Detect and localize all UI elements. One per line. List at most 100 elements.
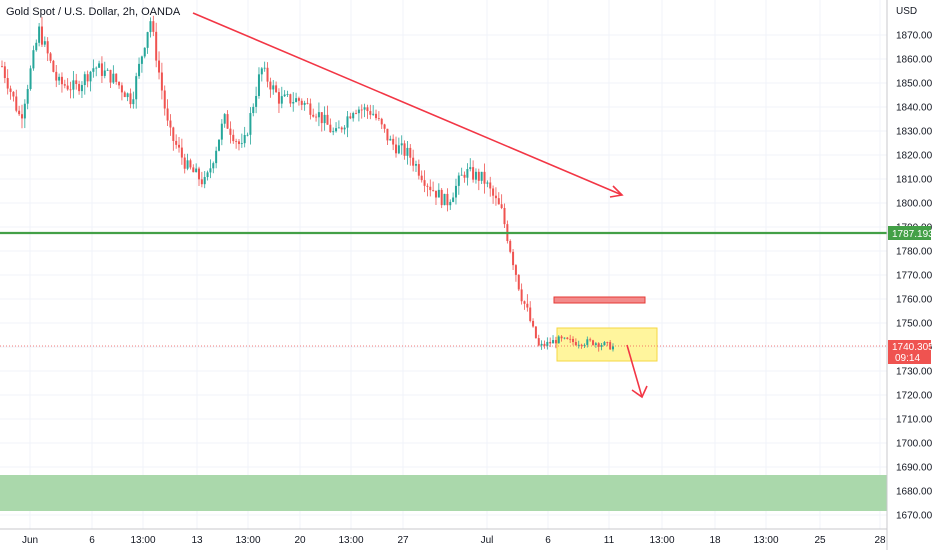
- time-tick-label: 13:00: [649, 535, 674, 546]
- candle-body: [112, 74, 114, 83]
- candle-body: [189, 160, 191, 167]
- candle-body: [395, 145, 397, 154]
- descending-trendline[interactable]: [193, 13, 622, 195]
- price-axis: 1870.0001860.0001850.0001840.0001830.000…: [896, 31, 932, 522]
- demand-zone[interactable]: [0, 475, 887, 511]
- candle-body: [78, 84, 80, 91]
- candle-body: [575, 342, 577, 345]
- candle-body: [386, 129, 388, 141]
- candle-body: [132, 99, 134, 104]
- candle-body: [452, 197, 454, 201]
- candle-body: [429, 187, 431, 190]
- candle-body: [461, 175, 463, 176]
- candle-body: [138, 64, 140, 76]
- candle-body: [321, 112, 323, 123]
- candle-body: [449, 202, 451, 205]
- candle-body: [144, 48, 146, 57]
- countdown-label: 09:14: [895, 353, 920, 364]
- candle-body: [21, 114, 23, 118]
- candle-body: [269, 82, 271, 90]
- candle-body: [18, 111, 20, 114]
- price-tick-label: 1680.000: [896, 487, 932, 498]
- candle-body: [412, 158, 414, 166]
- time-tick-label: Jun: [22, 535, 38, 546]
- candle-body: [446, 194, 448, 205]
- candle-body: [261, 68, 263, 74]
- candle-body: [44, 41, 46, 44]
- price-tick-label: 1820.000: [896, 151, 932, 162]
- candle-body: [589, 339, 591, 340]
- price-tick-label: 1840.000: [896, 103, 932, 114]
- candle-body: [52, 61, 54, 72]
- candle-body: [258, 74, 260, 96]
- candle-body: [578, 345, 580, 346]
- candle-body: [158, 61, 160, 73]
- time-tick-label: 11: [604, 535, 615, 546]
- time-tick-label: 13:00: [338, 535, 363, 546]
- candle-body: [552, 340, 554, 343]
- candle-body: [592, 340, 594, 345]
- candle-body: [406, 148, 408, 156]
- candle-body: [252, 107, 254, 113]
- candle-body: [603, 342, 605, 345]
- candle-body: [30, 68, 32, 89]
- support-price-label: 1787.193: [892, 229, 932, 240]
- candle-body: [301, 101, 303, 105]
- candle-body: [264, 68, 266, 69]
- candle-body: [169, 121, 171, 128]
- candle-body: [41, 27, 43, 45]
- candle-body: [244, 135, 246, 143]
- candle-body: [64, 84, 66, 85]
- candle-body: [438, 190, 440, 198]
- price-tick-label: 1700.000: [896, 439, 932, 450]
- candle-body: [155, 32, 157, 61]
- time-axis: Jun 6 13:00 13 13:00 20 13:00 27 Jul 6 11 13:00 18 13…: [22, 535, 886, 546]
- candle-body: [247, 135, 249, 136]
- candle-body: [278, 92, 280, 104]
- candle-body: [332, 131, 334, 132]
- candle-body: [284, 95, 286, 97]
- time-tick-label: 13: [191, 535, 203, 546]
- last-price-tag: 1740.305 09:14: [888, 340, 932, 364]
- candle-body: [424, 180, 426, 186]
- candle-body: [298, 98, 300, 101]
- candle-body: [12, 92, 14, 97]
- candlestick-series: [1, 16, 614, 352]
- candle-body: [498, 198, 500, 204]
- candle-body: [341, 128, 343, 130]
- candle-body: [495, 196, 497, 198]
- candle-body: [338, 128, 340, 129]
- candle-body: [215, 151, 217, 163]
- candle-body: [27, 89, 29, 104]
- candle-body: [164, 90, 166, 108]
- candle-body: [307, 103, 309, 104]
- candle-body: [198, 169, 200, 180]
- candle-body: [101, 63, 103, 76]
- resistance-zone[interactable]: [554, 297, 645, 303]
- candle-body: [612, 346, 614, 349]
- candle-body: [287, 94, 289, 95]
- time-tick-label: 25: [814, 535, 826, 546]
- price-tick-label: 1800.000: [896, 199, 932, 210]
- candle-body: [418, 164, 420, 176]
- candle-body: [432, 190, 434, 191]
- candle-body: [415, 164, 417, 166]
- candle-body: [38, 27, 40, 43]
- candle-body: [509, 241, 511, 252]
- candle-body: [218, 140, 220, 151]
- candle-body: [47, 41, 49, 53]
- candle-body: [50, 53, 52, 60]
- candle-body: [389, 139, 391, 141]
- candle-body: [124, 92, 126, 97]
- candle-body: [486, 182, 488, 183]
- candle-body: [90, 72, 92, 82]
- candle-body: [152, 21, 154, 32]
- candle-body: [1, 66, 3, 67]
- candle-body: [187, 160, 189, 168]
- candle-body: [478, 172, 480, 181]
- candle-body: [32, 50, 34, 68]
- candle-body: [344, 128, 346, 130]
- candle-body: [598, 343, 600, 347]
